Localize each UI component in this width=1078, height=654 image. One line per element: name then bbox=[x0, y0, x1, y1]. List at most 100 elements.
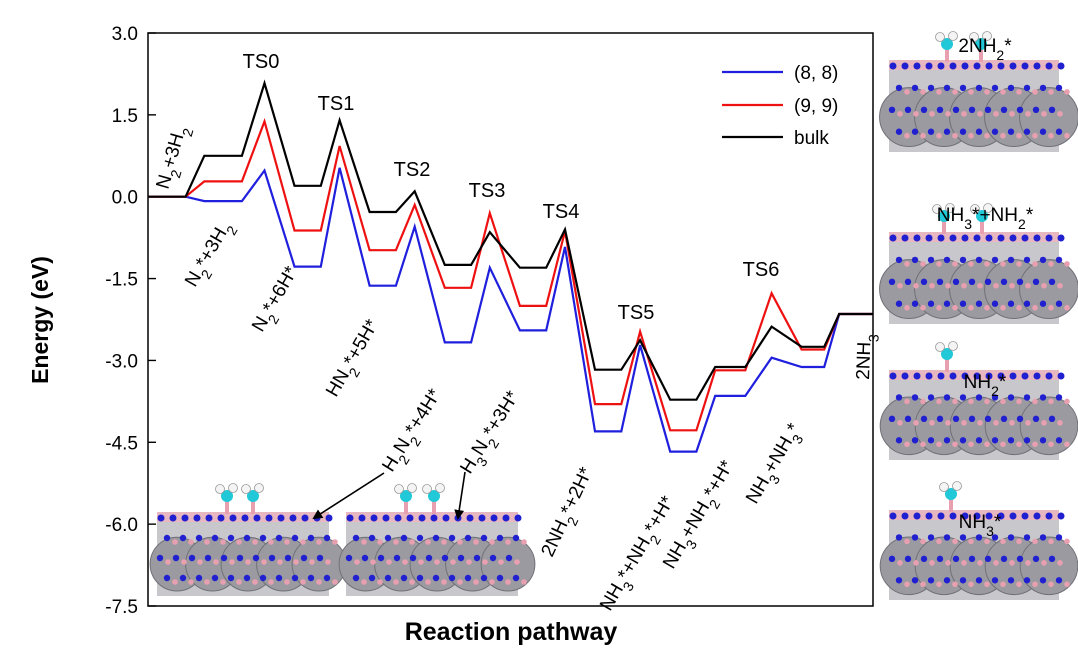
n-atom bbox=[973, 372, 981, 380]
b-atom bbox=[1048, 304, 1054, 311]
b-atom bbox=[457, 539, 463, 545]
n-atom bbox=[163, 574, 171, 582]
n-atom bbox=[943, 84, 951, 92]
n-atom bbox=[936, 106, 944, 114]
b-atom bbox=[945, 560, 951, 566]
b-atom bbox=[361, 539, 367, 545]
b-atom bbox=[961, 420, 967, 426]
b-atom bbox=[332, 539, 338, 545]
n-atom bbox=[961, 62, 969, 70]
species-label: NH3+NH3* bbox=[742, 419, 810, 510]
n-atom bbox=[1055, 256, 1063, 264]
n-atom bbox=[259, 574, 267, 582]
b-atom bbox=[920, 398, 926, 405]
n-atom bbox=[361, 554, 369, 562]
n-atom bbox=[464, 574, 472, 582]
ts2-label: TS2 bbox=[394, 159, 431, 181]
n-atom bbox=[937, 372, 945, 380]
n-atom bbox=[959, 534, 967, 541]
panel-label: NH3* bbox=[959, 512, 1002, 539]
arrow-h3n2 bbox=[454, 471, 466, 520]
n-atom bbox=[911, 534, 919, 541]
n-atom bbox=[968, 415, 976, 423]
n-atom bbox=[1048, 415, 1056, 423]
adsorbate-h-atom bbox=[948, 341, 958, 351]
b-atom bbox=[1032, 89, 1038, 95]
b-atom bbox=[434, 559, 440, 565]
panel-label: NH3*+NH2* bbox=[937, 205, 1034, 232]
n-atom bbox=[156, 554, 164, 562]
b-atom bbox=[968, 581, 974, 588]
n-atom bbox=[252, 554, 260, 562]
n-atom bbox=[959, 577, 967, 584]
b-atom bbox=[984, 261, 990, 267]
b-atom bbox=[1025, 111, 1031, 117]
n-atom bbox=[991, 394, 999, 401]
n-atom bbox=[502, 514, 510, 522]
b-atom bbox=[961, 111, 967, 117]
n-atom bbox=[179, 534, 187, 542]
n-atom bbox=[968, 278, 976, 286]
n-atom bbox=[195, 534, 203, 542]
n-atom bbox=[943, 534, 951, 541]
n-atom bbox=[490, 514, 498, 522]
n-atom bbox=[1039, 577, 1047, 584]
n-atom bbox=[275, 534, 283, 542]
b-atom bbox=[984, 538, 990, 545]
n-atom bbox=[220, 554, 228, 562]
n-atom bbox=[307, 534, 315, 542]
b-atom bbox=[188, 579, 194, 585]
n-atom bbox=[441, 554, 449, 562]
n-atom bbox=[888, 278, 896, 286]
b-atom bbox=[220, 539, 226, 545]
n-atom bbox=[1057, 234, 1065, 242]
n-atom bbox=[904, 555, 912, 563]
n-atom bbox=[911, 300, 919, 307]
n-atom bbox=[895, 256, 903, 264]
b-atom bbox=[316, 579, 322, 585]
n-atom bbox=[1045, 512, 1053, 520]
n-atom bbox=[936, 415, 944, 423]
b-atom bbox=[936, 441, 942, 448]
n-atom bbox=[920, 555, 928, 563]
b-atom bbox=[1064, 398, 1070, 405]
n-atom bbox=[925, 372, 933, 380]
n-atom bbox=[895, 84, 903, 92]
b-atom bbox=[1041, 111, 1047, 117]
n-atom bbox=[227, 534, 235, 542]
n-atom bbox=[991, 300, 999, 307]
n-atom bbox=[179, 574, 187, 582]
b-atom bbox=[425, 539, 431, 545]
b-atom bbox=[1048, 132, 1054, 139]
plot-frame bbox=[147, 32, 874, 607]
adsorbate-h-atom bbox=[970, 204, 980, 214]
n-atom bbox=[307, 574, 315, 582]
b-atom bbox=[968, 89, 974, 95]
b-atom bbox=[393, 579, 399, 585]
n-atom bbox=[997, 372, 1005, 380]
n-atom bbox=[937, 62, 945, 70]
legend-label-9-9: (9, 9) bbox=[794, 96, 838, 117]
tube-atom bbox=[1019, 87, 1078, 147]
adsorbate-n-atom bbox=[221, 490, 233, 502]
adsorbate-h-atom bbox=[983, 203, 993, 213]
ts4-label: TS4 bbox=[543, 201, 580, 223]
b-atom bbox=[252, 579, 258, 585]
n-atom bbox=[1033, 512, 1041, 520]
b-atom bbox=[968, 304, 974, 311]
b-atom bbox=[904, 441, 910, 448]
adsorbate-n-atom bbox=[400, 490, 412, 502]
b-atom bbox=[1032, 132, 1038, 139]
n-atom bbox=[384, 574, 392, 582]
n-atom bbox=[236, 554, 244, 562]
n-atom bbox=[1016, 415, 1024, 423]
b-atom bbox=[268, 579, 274, 585]
b-atom bbox=[514, 559, 520, 565]
n-atom bbox=[400, 574, 408, 582]
species-label: N2*+6H* bbox=[248, 262, 308, 338]
b-atom bbox=[984, 441, 990, 448]
series-line-1 bbox=[148, 117, 873, 432]
n-atom bbox=[1033, 62, 1041, 70]
n-atom bbox=[211, 534, 219, 542]
n-atom bbox=[406, 514, 414, 522]
